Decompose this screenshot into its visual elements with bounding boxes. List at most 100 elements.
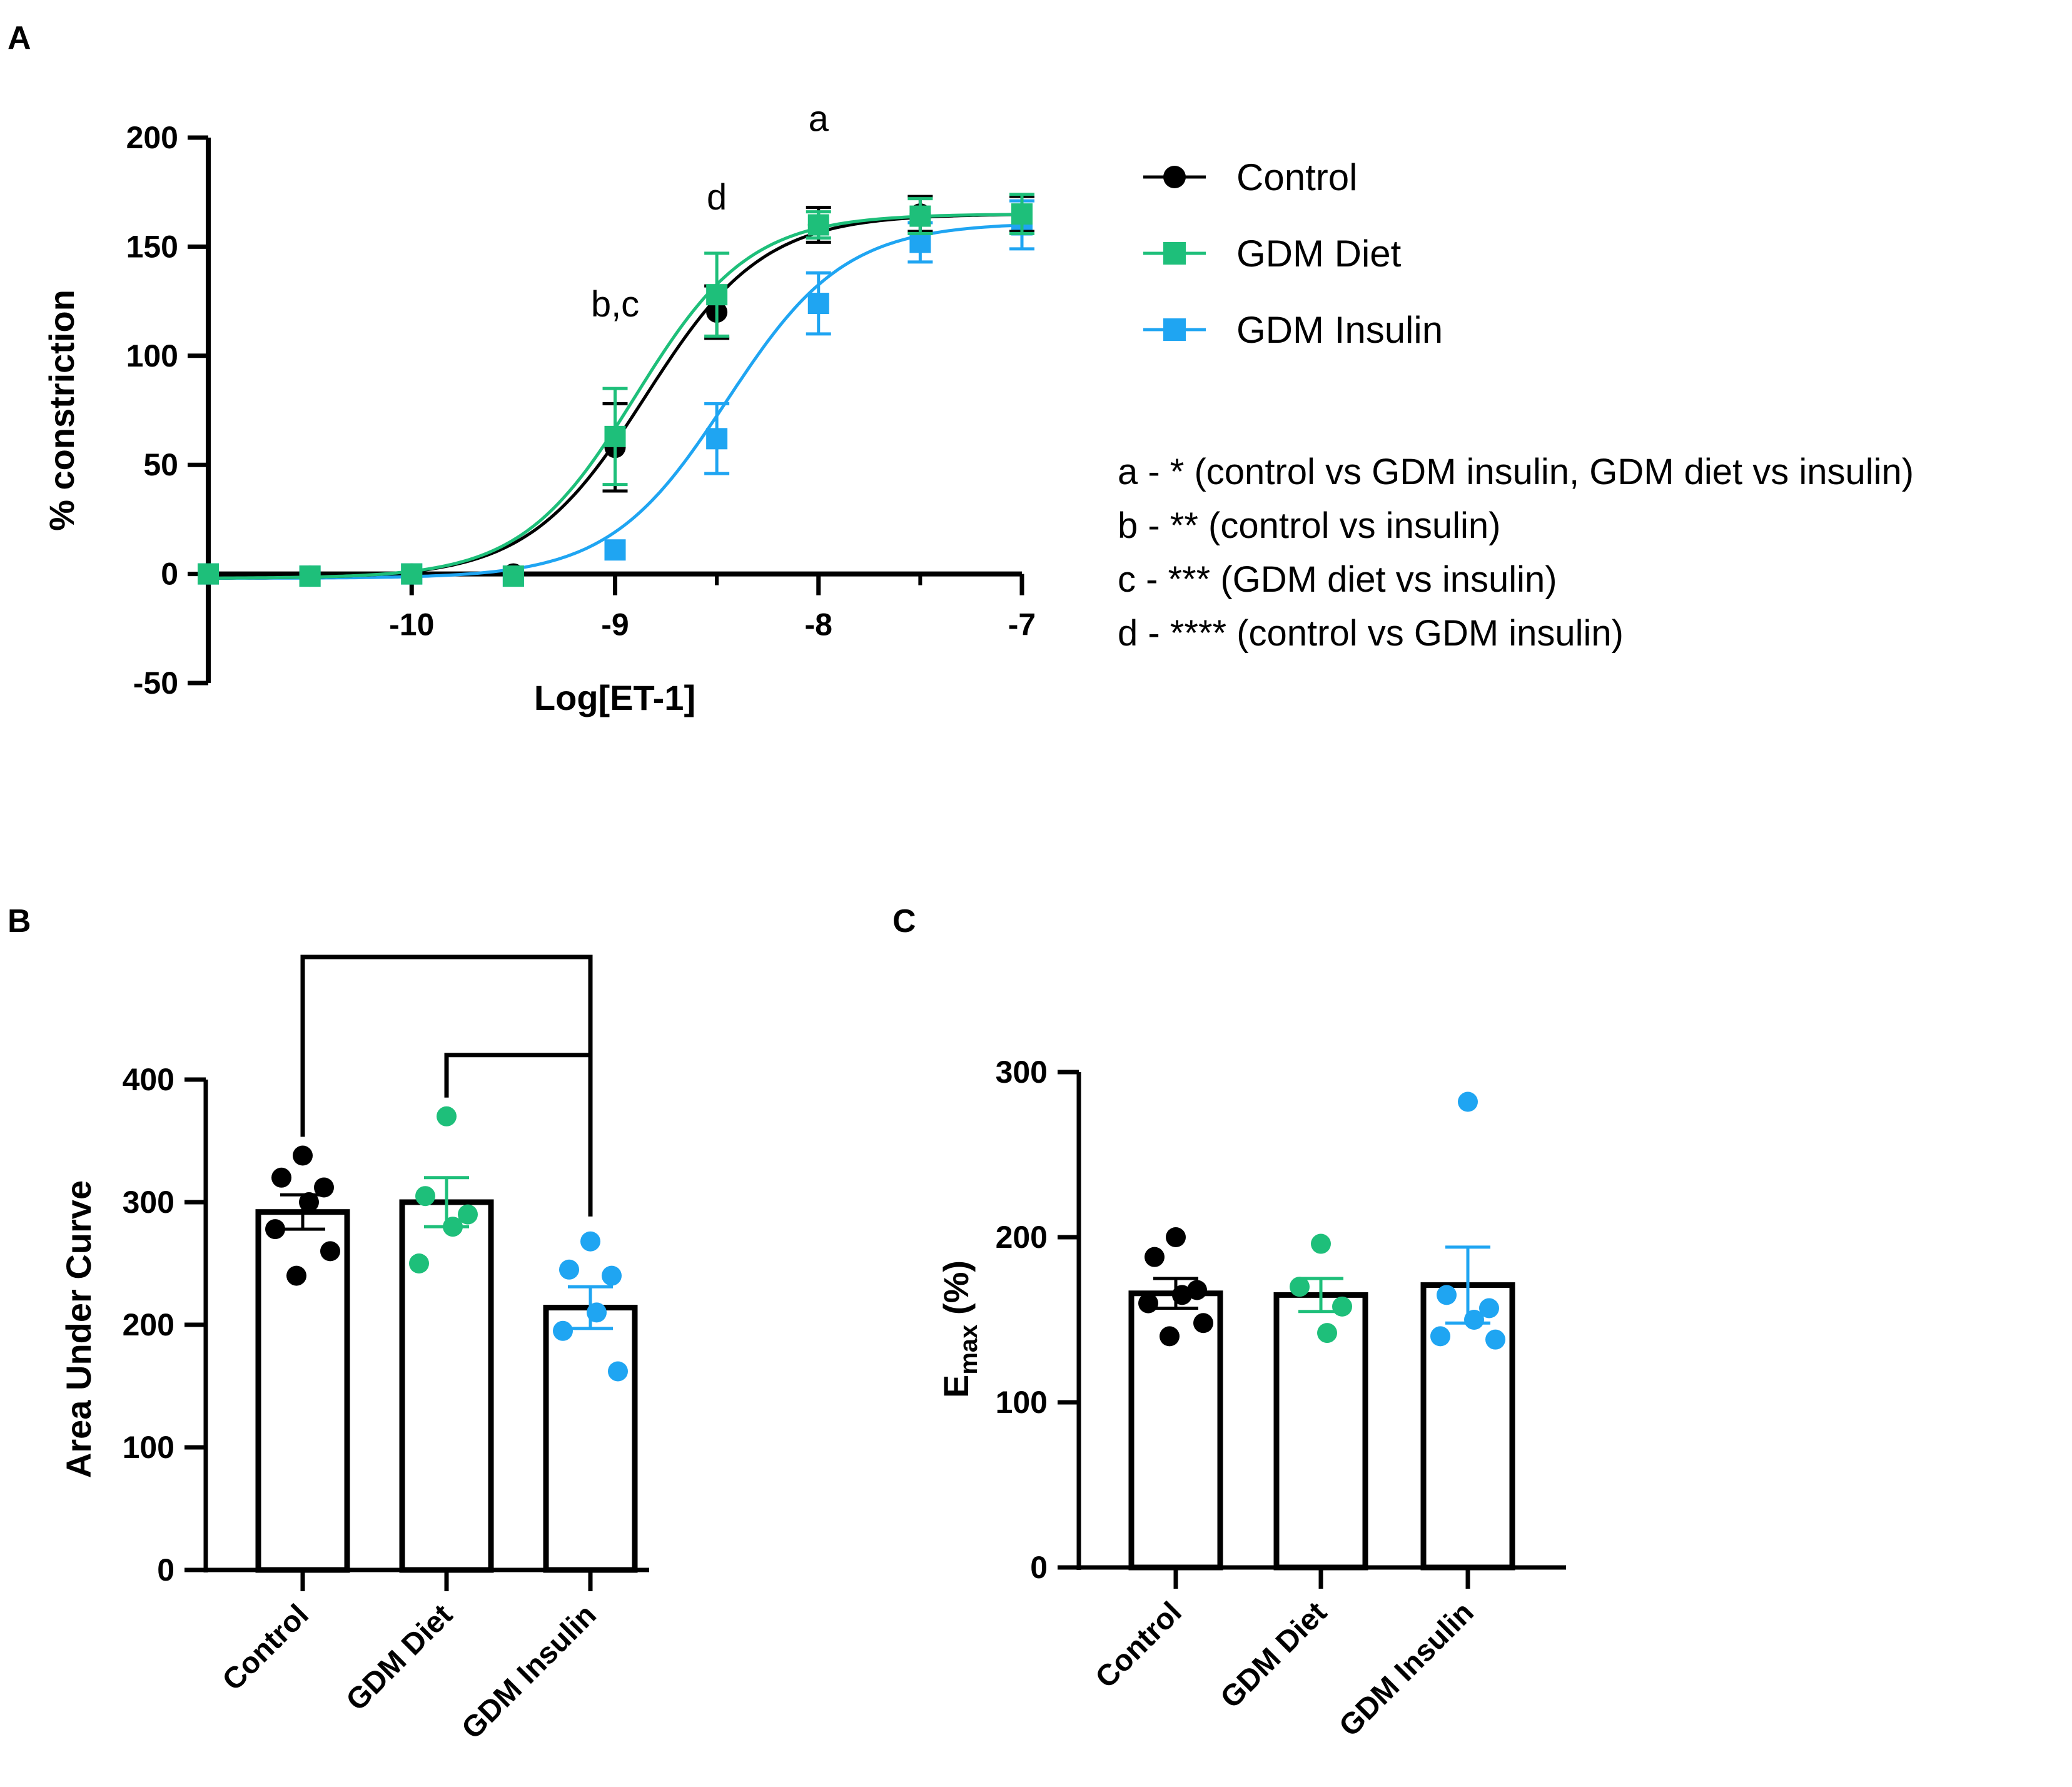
panel-a-annotation-a: a (809, 99, 829, 139)
panel-b-data-point (293, 1145, 313, 1166)
panel-c-data-point (1485, 1329, 1505, 1350)
panel-a-annotation-b-c: b,c (591, 284, 639, 325)
panel-b-category-label: GDM Insulin (455, 1598, 602, 1745)
panel-c-data-point (1311, 1233, 1331, 1254)
panel-a-data-point (1011, 203, 1033, 225)
panel-b-data-point (580, 1231, 600, 1252)
panel-c-data-point (1160, 1326, 1180, 1347)
panel-b-y-tick-label: 100 (123, 1430, 174, 1465)
panel-b-significance-bracket (444, 1053, 593, 1217)
panel-c-data-point (1166, 1227, 1186, 1247)
legend-item-control: Control (1143, 156, 1357, 198)
panel-b-data-point (415, 1186, 435, 1207)
panel-c-data-point (1187, 1280, 1207, 1300)
panel-b-data-point (320, 1241, 340, 1262)
panel-a-data-point (299, 565, 321, 587)
panel-b-data-point (559, 1259, 579, 1280)
panel-b-data-point (602, 1265, 622, 1286)
panel-a-series-gdm-diet (198, 193, 1034, 587)
panel-c-data-point (1458, 1091, 1478, 1112)
panel-c-data-point (1437, 1285, 1457, 1305)
panel-a-data-point (807, 214, 829, 236)
panel-b-data-point (286, 1265, 306, 1286)
significance-note: b - ** (control vs insulin) (1118, 505, 1500, 546)
panel-a-data-point (502, 565, 524, 587)
legend-label: GDM Insulin (1236, 309, 1443, 351)
panel-a-x-axis-title: Log[ET-1] (534, 678, 695, 717)
legend-label: Control (1236, 156, 1357, 198)
panel-b-y-tick-label: 0 (157, 1552, 174, 1587)
panel-b-y-tick-label: 400 (123, 1062, 174, 1097)
panel-a-data-point (909, 205, 931, 227)
panel-c-category-label: Control (1089, 1596, 1188, 1694)
panel-a-legend: Control GDM Diet GDM Insulin (1143, 156, 1443, 351)
panel-b-bar-control (255, 1209, 350, 1573)
panel-b-category-label: GDM Diet (340, 1598, 459, 1717)
panel-a-data-point (706, 284, 728, 306)
panel-a-x-tick-label: -7 (1008, 607, 1036, 642)
panel-a-x-axis: -10 -9 -8 -7 (208, 571, 1036, 642)
panel-a-data-point (807, 293, 829, 315)
panel-a-x-tick-label: -10 (389, 607, 434, 642)
panel-a-data-point (198, 563, 219, 585)
panel-c-data-point (1332, 1296, 1352, 1317)
panel-b-data-point (271, 1167, 291, 1188)
panel-b-data-point (265, 1219, 285, 1240)
panel-c-y-tick-label: 100 (996, 1385, 1048, 1420)
panel-b-y-axis-title: Area Under Curve (59, 1180, 98, 1478)
panel-a-data-point (401, 563, 423, 585)
panel-c-y-axis-title: Emax (%) (936, 1260, 983, 1398)
significance-note: c - *** (GDM diet vs insulin) (1118, 559, 1557, 600)
panel-b-y-tick-label: 300 (123, 1185, 174, 1220)
panel-c-data-point (1145, 1247, 1165, 1267)
panel-b-data-point (458, 1204, 478, 1225)
panel-a-letter: A (8, 20, 31, 56)
panel-c-y-tick-label: 200 (996, 1220, 1048, 1255)
panel-a-data-point (909, 231, 931, 253)
legend-swatch-marker (1163, 166, 1186, 188)
panel-c-bar-gdm-diet (1273, 1292, 1368, 1571)
panel-a-x-tick-label: -9 (601, 607, 629, 642)
legend-item-gdm-diet: GDM Diet (1143, 233, 1402, 275)
panel-a-annotation-d: d (707, 177, 727, 218)
panel-a-significance-notes: a - * (control vs GDM insulin, GDM diet … (1118, 452, 1914, 654)
significance-note: a - * (control vs GDM insulin, GDM diet … (1118, 452, 1914, 492)
panel-a-data-point (604, 539, 626, 561)
panel-a-y-tick-label: 50 (143, 447, 178, 482)
panel-b-letter: B (8, 903, 31, 939)
panel-c-category-label: GDM Diet (1215, 1596, 1333, 1714)
legend-swatch-marker (1163, 318, 1186, 341)
panel-b-auc-bar-chart: B Area Under Curve 0 100 200 300 400 Control G… (8, 903, 649, 1746)
panel-a-y-tick-label: 200 (126, 120, 178, 155)
panel-c-y-tick-label: 0 (1030, 1550, 1048, 1585)
panel-a-data-point (604, 425, 626, 447)
panel-b-data-point (553, 1320, 573, 1341)
panel-b-y-tick-label: 200 (123, 1307, 174, 1342)
panel-a-y-axis: -50 0 50 100 150 200 (126, 120, 211, 701)
significance-note: d - **** (control vs GDM insulin) (1118, 613, 1624, 654)
panel-a-y-tick-label: 0 (161, 557, 178, 592)
panel-c-emax-bar-chart: C Emax (%) 0 100 200 300 Control GDM Diet GDM … (892, 903, 1566, 1743)
panel-c-data-point (1290, 1277, 1310, 1297)
panel-a-data-point (706, 428, 728, 450)
panel-c-letter: C (892, 903, 916, 939)
panel-c-bar-control (1128, 1290, 1223, 1571)
legend-label: GDM Diet (1236, 233, 1402, 275)
panel-a-dose-response-chart: A -50 0 50 100 150 200 -10 -9 -8 -7 % constricti… (8, 20, 1914, 717)
panel-a-y-tick-label: 100 (126, 338, 178, 373)
panel-a-y-tick-label: 150 (126, 229, 178, 264)
panel-a-y-axis-title: % constriction (42, 290, 81, 531)
panel-a-x-tick-label: -8 (805, 607, 832, 642)
panel-c-data-point (1138, 1293, 1158, 1314)
panel-a-fit-curve-gdm-insulin (208, 223, 1023, 580)
panel-a-y-tick-label: -50 (133, 666, 178, 701)
panel-c-category-label: GDM Insulin (1333, 1596, 1480, 1743)
panel-b-bar-gdm-insulin (543, 1305, 638, 1573)
legend-item-gdm-insulin: GDM Insulin (1143, 309, 1443, 351)
panel-b-data-point (608, 1361, 628, 1382)
legend-swatch-marker (1163, 242, 1186, 265)
panel-c-y-tick-label: 300 (996, 1055, 1048, 1090)
panel-b-data-point (314, 1177, 334, 1198)
panel-b-category-label: Control (216, 1598, 315, 1697)
